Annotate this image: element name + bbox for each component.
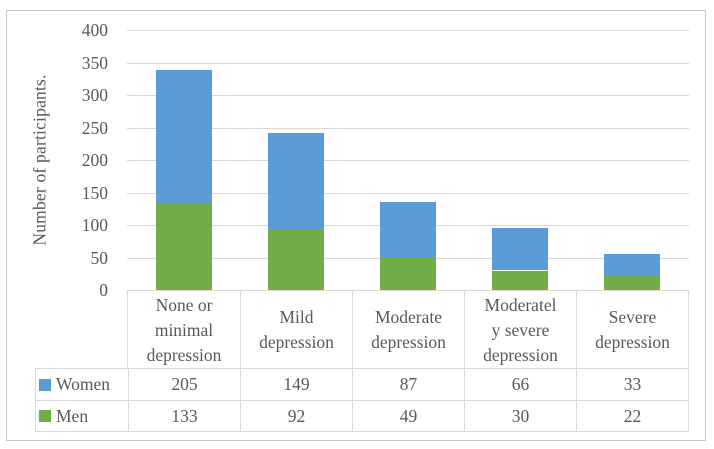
bar-segment-men <box>604 275 660 290</box>
gridline <box>127 30 689 31</box>
category-header-cell: Moderate depression <box>352 291 464 369</box>
y-tick-label: 0 <box>99 280 108 300</box>
category-header-cell: Moderatel y severe depression <box>464 291 576 369</box>
legend-cell-women: Women <box>36 369 128 400</box>
bar-segment-women <box>380 201 436 259</box>
bar-segment-men <box>156 203 212 290</box>
legend-cell-men: Men <box>36 400 128 431</box>
bar-segment-men <box>268 230 324 290</box>
series-name: Women <box>56 374 110 394</box>
bar-segment-women <box>268 133 324 231</box>
bar-segment-women <box>492 227 548 271</box>
data-table: Women 205 149 87 66 33 Men 133 92 49 30 22 <box>35 368 689 432</box>
table-value-cell: 92 <box>240 400 352 431</box>
y-tick-label: 200 <box>81 150 108 170</box>
table-value-cell: 33 <box>576 369 688 400</box>
gridline <box>127 63 689 64</box>
bar-segment-men <box>492 270 548 290</box>
table-value-cell: 30 <box>464 400 576 431</box>
y-tick-label: 50 <box>90 248 109 268</box>
table-value-cell: 205 <box>128 369 240 400</box>
chart-border-frame <box>6 10 706 441</box>
legend-swatch-men <box>39 410 51 422</box>
bar-segment-women <box>604 254 660 276</box>
y-tick-label: 150 <box>81 183 108 203</box>
category-header-cell: Mild depression <box>240 291 352 369</box>
y-tick-label: 400 <box>81 20 108 40</box>
table-value-cell: 22 <box>576 400 688 431</box>
table-value-cell: 66 <box>464 369 576 400</box>
y-tick-label: 300 <box>81 85 108 105</box>
category-header-cell: None or minimal depression <box>146 294 222 365</box>
gridline <box>127 128 689 129</box>
y-tick-label: 350 <box>81 53 108 73</box>
bar-segment-men <box>380 258 436 290</box>
gridline <box>127 193 689 194</box>
gridline <box>127 160 689 161</box>
series-name: Men <box>56 405 89 426</box>
gridline <box>127 95 689 96</box>
legend-swatch-women <box>39 378 51 391</box>
bar-segment-women <box>156 70 212 204</box>
y-tick-label: 100 <box>81 215 108 235</box>
table-value-cell: 49 <box>352 400 464 431</box>
category-header-row: None or minimal depression Mild depressio… <box>127 290 689 369</box>
table-value-cell: 87 <box>352 369 464 400</box>
category-header-cell: Severe depression <box>576 291 688 369</box>
table-value-cell: 133 <box>128 400 240 431</box>
y-tick-label: 250 <box>81 118 108 138</box>
table-value-cell: 149 <box>240 369 352 400</box>
